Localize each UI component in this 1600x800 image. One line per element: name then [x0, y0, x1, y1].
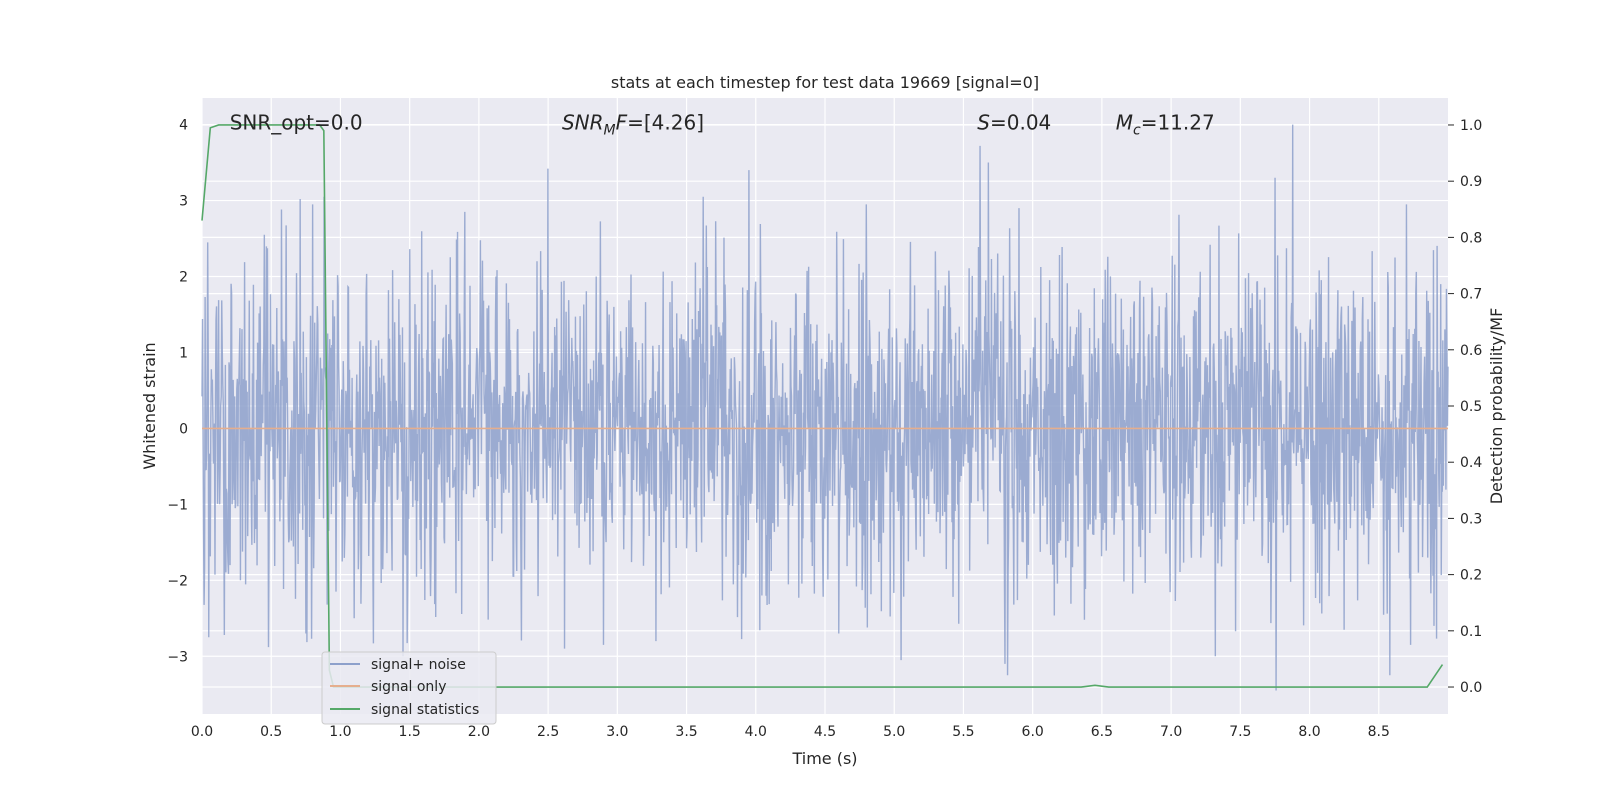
y-tick-label: 3: [179, 194, 188, 210]
legend-box: [321, 651, 497, 725]
annotation-text: S=0.04: [977, 111, 1051, 135]
legend-label-signal-noise: signal+ noise: [371, 657, 466, 673]
y-tick-label: −1: [167, 497, 188, 513]
annotation-text: SNRMF=[4.26]: [562, 111, 704, 139]
series-signal-noise-line: [201, 124, 1449, 691]
chart-title: stats at each timestep for test data 196…: [611, 73, 1039, 92]
x-tick-label: 6.5: [1091, 724, 1113, 740]
annotation-text: Mc=11.27: [1116, 111, 1215, 139]
y-tick-label: −2: [167, 573, 188, 589]
y2-tick-label: 1.0: [1460, 118, 1482, 134]
y2-axis-ticks: 0.0 0.1 0.2 0.3 0.4 0.5 0.6 0.7 0.8 0.9 1.0: [1448, 118, 1482, 696]
x-axis-label: Time (s): [791, 749, 857, 768]
y2-tick-label: 0.3: [1460, 511, 1482, 527]
legend-label-signal-statistics: signal statistics: [371, 702, 479, 718]
x-tick-label: 2.5: [537, 724, 559, 740]
x-tick-label: 5.5: [952, 724, 974, 740]
y-tick-label: 4: [179, 118, 188, 134]
y2-tick-label: 0.6: [1460, 343, 1482, 359]
legend: signal+ noise signal only signal statist…: [321, 651, 497, 725]
y-tick-label: 0: [179, 421, 188, 437]
legend-label-signal-only: signal only: [371, 679, 446, 695]
x-tick-label: 1.0: [329, 724, 351, 740]
y2-axis-label: Detection probability/MF: [1487, 308, 1506, 505]
y2-tick-label: 0.8: [1460, 230, 1482, 246]
x-tick-label: 1.5: [399, 724, 421, 740]
y-axis-ticks: −3 −2 −1 0 1 2 3 4: [167, 118, 188, 666]
x-axis-ticks: 0.0 0.5 1.0 1.5 2.0 2.5 3.0 3.5 4.0 4.5 5.0 5.5 6.0 6…: [191, 724, 1390, 740]
y2-tick-label: 0.4: [1460, 455, 1482, 471]
y2-tick-label: 0.2: [1460, 568, 1482, 584]
y2-tick-label: 0.1: [1460, 624, 1482, 640]
x-tick-label: 8.0: [1298, 724, 1320, 740]
x-tick-label: 3.0: [606, 724, 628, 740]
annotations: SNR_opt=0.0 SNRMF=[4.26] S=0.04 Mc=11.27: [230, 111, 1215, 139]
x-tick-label: 4.0: [745, 724, 767, 740]
x-tick-label: 0.0: [191, 724, 213, 740]
x-tick-label: 7.5: [1229, 724, 1251, 740]
x-tick-label: 0.5: [260, 724, 282, 740]
y2-tick-label: 0.5: [1460, 399, 1482, 415]
y2-tick-label: 0.7: [1460, 287, 1482, 303]
x-tick-label: 5.0: [883, 724, 905, 740]
x-tick-label: 6.0: [1022, 724, 1044, 740]
y-axis-label: Whitened strain: [140, 342, 159, 469]
x-tick-label: 3.5: [675, 724, 697, 740]
x-tick-label: 7.0: [1160, 724, 1182, 740]
y-tick-label: −3: [167, 649, 188, 665]
y2-tick-label: 0.9: [1460, 174, 1482, 190]
annotation-text: SNR_opt=0.0: [230, 111, 363, 135]
y-tick-label: 2: [179, 269, 188, 285]
y2-tick-label: 0.0: [1460, 680, 1482, 696]
x-tick-label: 8.5: [1368, 724, 1390, 740]
x-tick-label: 4.5: [814, 724, 836, 740]
x-tick-label: 2.0: [468, 724, 490, 740]
y-tick-label: 1: [179, 345, 188, 361]
